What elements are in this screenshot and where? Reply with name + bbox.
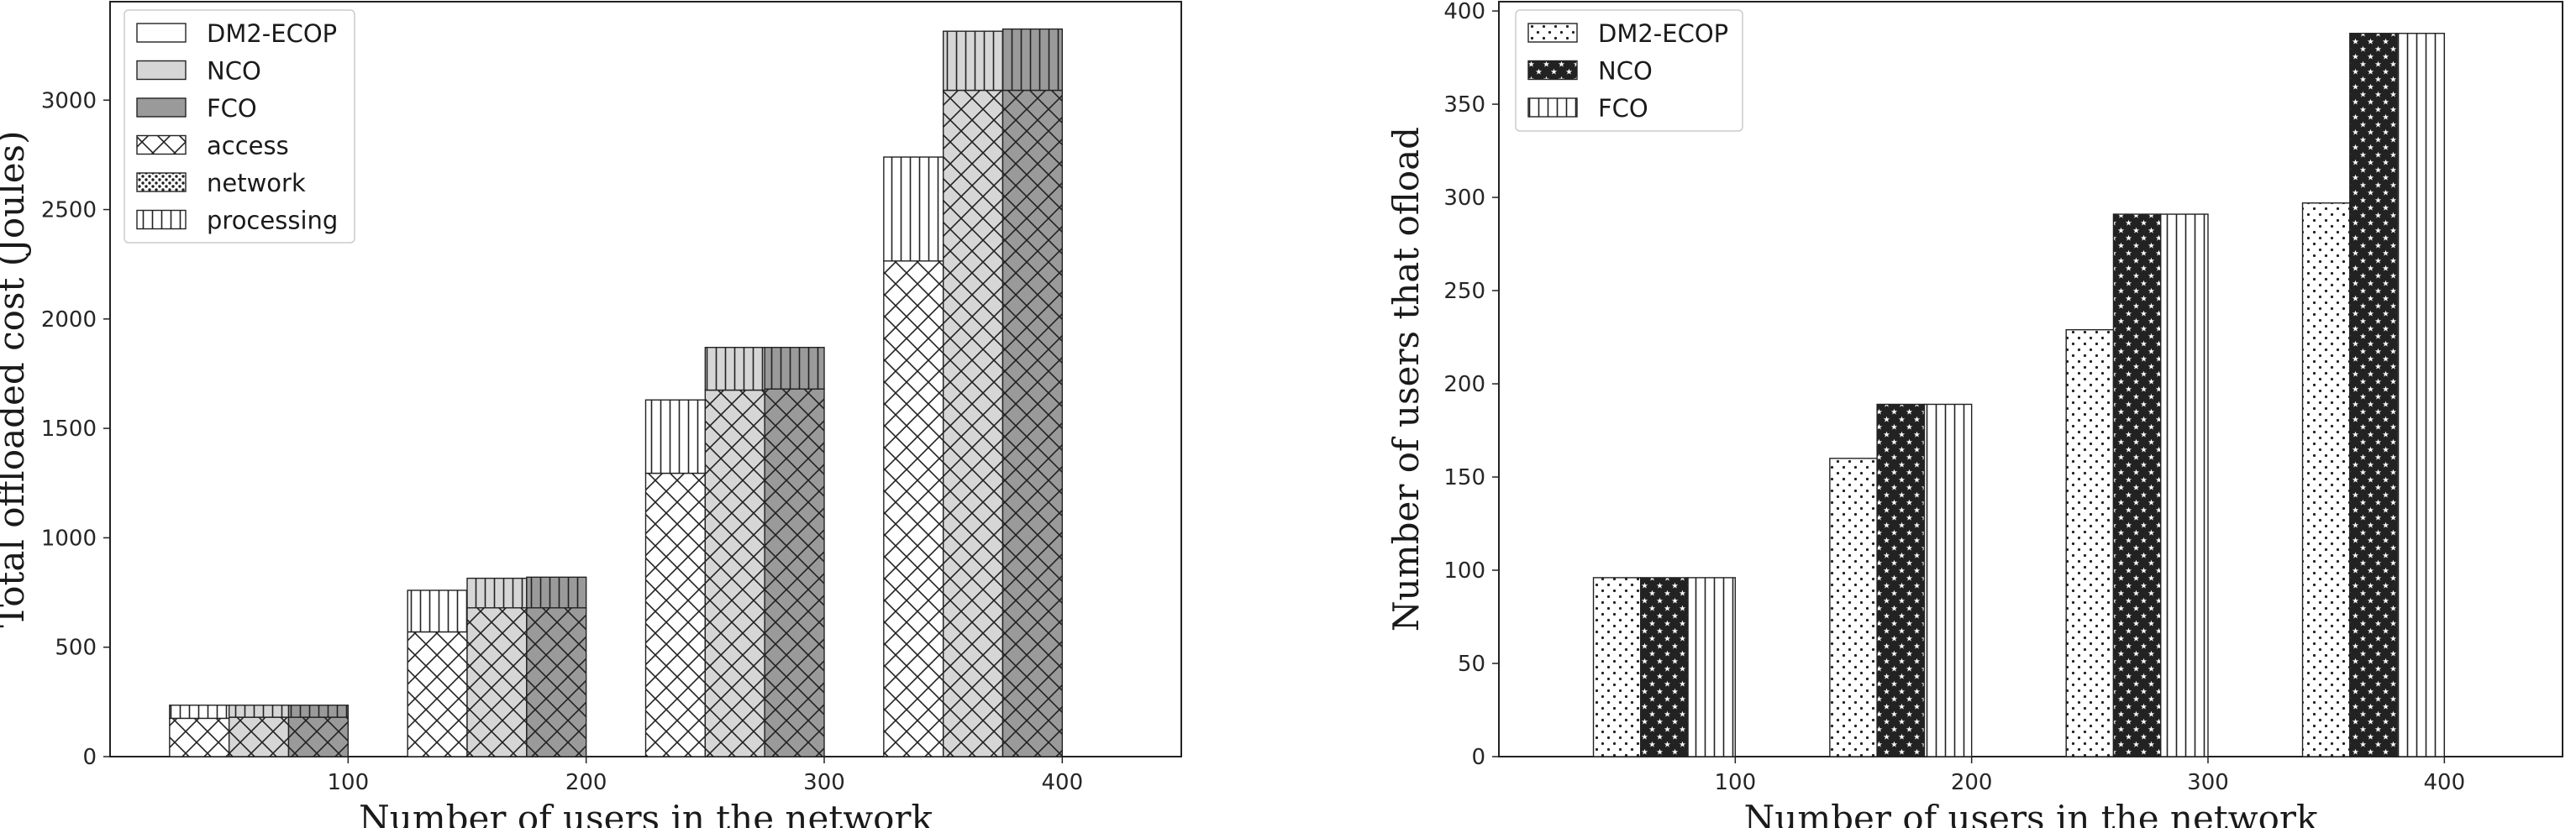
y-tick-label: 400 [1443,0,1485,24]
bar-vertical-hatch [1687,577,1737,757]
legend-label: access [207,132,289,160]
y-tick-label: 2000 [41,307,97,333]
x-tick-label: 200 [1951,770,1993,795]
legend-swatch-hatch [1527,97,1578,118]
bar-access-hatch [883,260,944,757]
x-axis-title: Number of users in the network [1744,798,2318,828]
bar-dots-hatch [2065,328,2115,757]
legend-label: FCO [207,94,257,123]
legend-label: FCO [1598,94,1648,123]
bar-stars-hatch [2112,213,2162,757]
bar-access-hatch [466,607,528,757]
bar-processing-hatch [526,576,587,609]
legend-swatch-hatch [137,173,186,191]
y-tick-label: 3000 [41,88,97,113]
legend-swatch-hatch [1527,60,1578,81]
plot-frame [1498,1,2563,757]
bar-vertical-hatch [1923,403,1973,757]
y-tick-label: 100 [1443,558,1485,584]
legend-label: network [207,169,306,197]
x-tick-label: 200 [565,770,607,795]
legend-label: processing [207,207,338,235]
legend-swatch [136,23,187,43]
x-tick-label: 400 [1042,770,1084,795]
bar-processing-hatch [287,705,350,718]
legend-swatch-hatch [137,210,186,229]
bar-access-hatch [407,631,468,757]
bar-stars-hatch [2349,33,2398,757]
bar-access-hatch [228,716,290,757]
bar-processing-hatch [704,347,765,391]
bar-access-hatch [942,89,1004,757]
bar-processing-hatch [466,577,528,609]
bar-dots-hatch [1592,577,1642,757]
legend-swatch [136,60,187,81]
x-tick-label: 100 [1715,770,1757,795]
y-tick-label: 1000 [41,526,97,551]
cost-chart: 0 500 1000 1500 2000 2500 3000 100 200 300 400 Numb… [0,1,1182,828]
x-tick-label: 300 [803,770,845,795]
bar-processing-hatch [407,590,468,633]
bar-access-hatch [764,388,825,757]
bar-access-hatch [169,717,230,757]
bar-access-hatch [644,472,707,757]
y-tick-label: 2500 [41,198,97,223]
legend-swatch-hatch [137,135,186,155]
x-tick-label: 100 [328,770,370,795]
legend: DM2-ECOP NCO FCO access network processing [124,9,355,244]
y-tick-label: 200 [1443,372,1485,397]
bar-processing-hatch [228,705,290,718]
bar-processing-hatch [169,705,230,720]
legend: DM2-ECOP NCO FCO [1515,9,1743,132]
y-axis-title: Number of users that ofload [1385,127,1427,631]
bar-access-hatch [1001,89,1064,757]
offload-users-chart: 0 50 100 150 200 250 300 350 400 100 200 300 400 Numb… [1385,0,2563,828]
bar-vertical-hatch [2396,33,2446,757]
legend-swatch [136,97,187,118]
x-tick-label: 400 [2424,770,2466,795]
legend-label: NCO [207,57,261,86]
bar-access-hatch [526,607,587,757]
x-tick-label: 300 [2187,770,2229,795]
legend-label: DM2-ECOP [1598,19,1728,48]
bar-stars-hatch [1876,403,1926,757]
y-tick-label: 1500 [41,417,97,442]
y-tick-label: 350 [1443,92,1485,118]
y-tick-label: 0 [1471,745,1485,770]
y-tick-label: 50 [1458,652,1485,677]
bar-dots-hatch [1829,458,1878,757]
legend-label: DM2-ECOP [207,19,337,48]
bar-access-hatch [287,716,350,757]
y-tick-label: 0 [82,745,97,770]
y-tick-label: 500 [55,636,97,661]
bar-processing-hatch [644,399,707,474]
bar-processing-hatch [764,347,825,390]
y-tick-label: 300 [1443,186,1485,211]
bar-processing-hatch [1001,28,1064,92]
y-tick-label: 150 [1443,465,1485,490]
bar-processing-hatch [942,30,1004,92]
bar-dots-hatch [2301,202,2351,757]
legend-label: NCO [1598,57,1653,86]
y-tick-label: 250 [1443,279,1485,304]
bar-vertical-hatch [2160,213,2209,757]
bar-processing-hatch [883,156,944,262]
bar-access-hatch [704,389,765,757]
x-axis-title: Number of users in the network [359,798,933,828]
legend-swatch-hatch [1527,23,1578,43]
bar-stars-hatch [1640,577,1689,757]
y-axis-title: Total offloaded cost (Joules) [0,131,32,628]
